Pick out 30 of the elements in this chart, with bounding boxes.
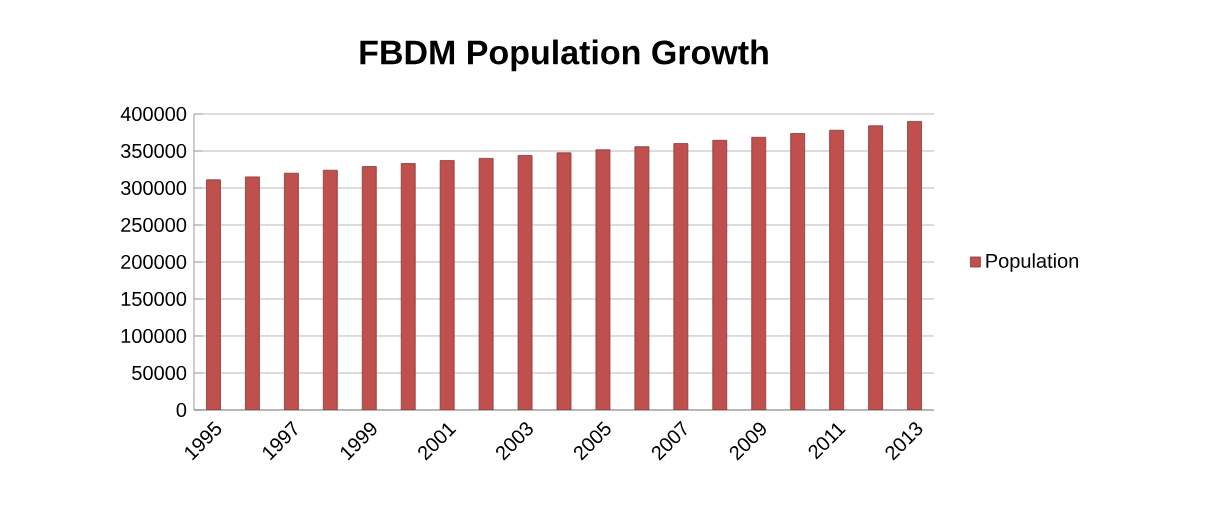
y-tick-label: 50000 [132,365,187,381]
bar [790,133,806,410]
y-tick-label: 150000 [121,291,187,307]
bar [712,139,728,410]
bar [322,169,338,410]
bar [478,157,494,410]
bar [595,149,611,410]
y-tick-label: 300000 [120,180,187,196]
y-tick-label: 200000 [121,254,187,270]
bar [439,160,455,410]
bar [907,120,922,410]
y-tick-label: 0 [176,402,187,418]
bar [556,152,572,410]
y-tick-label: 400000 [120,106,187,122]
bar [245,176,260,410]
bar [283,172,299,410]
y-tick-label: 100000 [121,328,187,344]
bar [634,146,650,410]
chart-title: FBDM Population Growth [360,39,768,72]
y-tick-label: 350000 [120,143,187,159]
y-tick-label: 250000 [121,217,187,233]
bar [673,143,689,410]
bar [517,155,533,410]
bar [361,166,377,410]
bar [206,179,221,410]
bar [400,163,416,410]
legend-label: Population [986,253,1078,272]
bar [868,125,883,410]
bar [829,129,845,410]
bar [751,136,767,410]
